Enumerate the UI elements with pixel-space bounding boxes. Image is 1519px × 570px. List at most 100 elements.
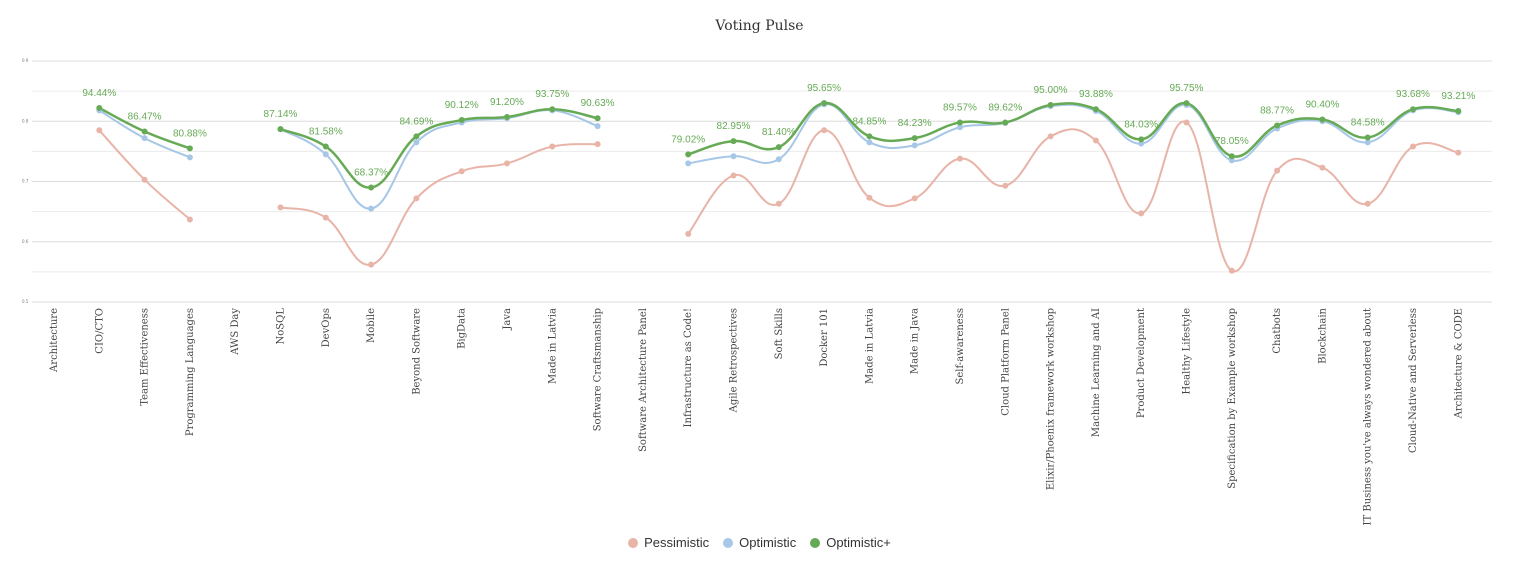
- x-tick-label: Made in Latvia: [547, 308, 558, 384]
- data-point[interactable]: [1364, 200, 1371, 207]
- data-point[interactable]: [368, 184, 375, 191]
- data-label: 93.88%: [1079, 89, 1113, 100]
- legend-item[interactable]: Pessimistic: [628, 535, 709, 550]
- data-point[interactable]: [594, 115, 601, 122]
- data-point[interactable]: [504, 114, 510, 121]
- data-point[interactable]: [549, 143, 556, 150]
- data-label: 93.21%: [1441, 91, 1475, 102]
- data-point[interactable]: [141, 128, 148, 135]
- data-point[interactable]: [1047, 101, 1054, 108]
- data-point[interactable]: [1228, 153, 1235, 160]
- legend-label: Pessimistic: [644, 535, 710, 550]
- data-point[interactable]: [1410, 106, 1416, 113]
- data-point[interactable]: [821, 127, 828, 134]
- data-point[interactable]: [1228, 157, 1235, 164]
- data-label: 90.63%: [581, 98, 615, 109]
- data-point[interactable]: [957, 119, 963, 126]
- data-point[interactable]: [277, 126, 284, 133]
- data-label: 95.65%: [807, 83, 841, 94]
- data-label: 95.75%: [1170, 83, 1204, 94]
- data-point[interactable]: [730, 138, 737, 145]
- data-point[interactable]: [1274, 122, 1281, 129]
- data-point[interactable]: [957, 155, 963, 162]
- data-point[interactable]: [322, 151, 329, 158]
- data-point[interactable]: [96, 127, 103, 134]
- data-point[interactable]: [594, 123, 601, 130]
- legend-label: Optimistic+: [826, 535, 891, 550]
- data-point[interactable]: [1364, 134, 1371, 141]
- data-point[interactable]: [911, 195, 918, 202]
- data-point[interactable]: [866, 139, 873, 146]
- data-point[interactable]: [775, 156, 782, 163]
- data-point[interactable]: [413, 195, 420, 202]
- data-point[interactable]: [1319, 164, 1326, 171]
- data-point[interactable]: [1138, 136, 1145, 143]
- data-point[interactable]: [957, 124, 963, 131]
- x-tick-label: Architecture: [49, 308, 60, 373]
- data-point[interactable]: [594, 141, 601, 148]
- data-point[interactable]: [1274, 167, 1281, 174]
- data-point[interactable]: [141, 135, 148, 142]
- data-point[interactable]: [1183, 100, 1190, 107]
- data-point[interactable]: [1047, 133, 1054, 140]
- data-point[interactable]: [775, 200, 782, 207]
- legend-item[interactable]: Optimistic: [723, 535, 796, 550]
- data-point[interactable]: [775, 144, 782, 151]
- data-point[interactable]: [141, 176, 148, 183]
- data-point[interactable]: [1138, 210, 1145, 217]
- x-tick-label: Healthy Lifestyle: [1182, 308, 1193, 395]
- legend-item[interactable]: Optimistic+: [810, 535, 891, 550]
- data-point[interactable]: [413, 133, 420, 140]
- data-point[interactable]: [821, 100, 828, 107]
- data-point[interactable]: [504, 160, 510, 167]
- data-point[interactable]: [322, 214, 329, 221]
- data-point[interactable]: [186, 216, 193, 223]
- data-label: 84.58%: [1351, 118, 1385, 129]
- data-point[interactable]: [413, 139, 420, 146]
- y-tick-label: 0.5: [22, 299, 29, 304]
- data-point[interactable]: [685, 230, 692, 237]
- data-point[interactable]: [1455, 149, 1462, 156]
- data-point[interactable]: [911, 135, 918, 142]
- data-point[interactable]: [1364, 139, 1371, 146]
- data-point[interactable]: [866, 133, 873, 140]
- x-tick-label: AWS Day: [230, 308, 241, 356]
- data-point[interactable]: [458, 117, 465, 124]
- data-point[interactable]: [1228, 267, 1235, 274]
- data-point[interactable]: [730, 153, 737, 160]
- data-point[interactable]: [685, 160, 692, 167]
- data-point[interactable]: [368, 205, 375, 212]
- data-point[interactable]: [1002, 119, 1009, 126]
- x-tick-label: Team Effectiveness: [140, 308, 151, 406]
- data-label: 78.05%: [1215, 136, 1249, 147]
- data-point[interactable]: [911, 142, 918, 149]
- data-point[interactable]: [1092, 106, 1099, 113]
- data-point[interactable]: [1002, 182, 1009, 189]
- data-point[interactable]: [1138, 140, 1145, 147]
- data-point[interactable]: [1455, 108, 1462, 115]
- data-point[interactable]: [1410, 143, 1416, 150]
- data-point[interactable]: [549, 106, 556, 113]
- data-point[interactable]: [1092, 137, 1099, 144]
- data-point[interactable]: [277, 204, 284, 211]
- data-point[interactable]: [368, 261, 375, 268]
- x-tick-label: IT Business you've always wondered about: [1363, 308, 1374, 525]
- data-label: 84.23%: [898, 118, 932, 129]
- data-point[interactable]: [1319, 116, 1326, 123]
- data-label: 91.20%: [490, 97, 524, 108]
- x-tick-label: BigData: [457, 308, 468, 349]
- data-point[interactable]: [866, 194, 873, 201]
- data-label: 94.44%: [82, 88, 116, 99]
- data-point[interactable]: [1183, 119, 1190, 126]
- data-point[interactable]: [685, 151, 692, 158]
- data-point[interactable]: [730, 172, 737, 179]
- data-label: 84.03%: [1124, 119, 1158, 130]
- data-label: 87.14%: [264, 109, 298, 120]
- data-point[interactable]: [458, 168, 465, 175]
- data-label: 93.68%: [1396, 89, 1430, 100]
- x-tick-label: Chatbots: [1272, 308, 1283, 354]
- data-point[interactable]: [186, 154, 193, 161]
- data-point[interactable]: [322, 143, 329, 150]
- data-point[interactable]: [186, 145, 193, 152]
- data-point[interactable]: [96, 104, 103, 111]
